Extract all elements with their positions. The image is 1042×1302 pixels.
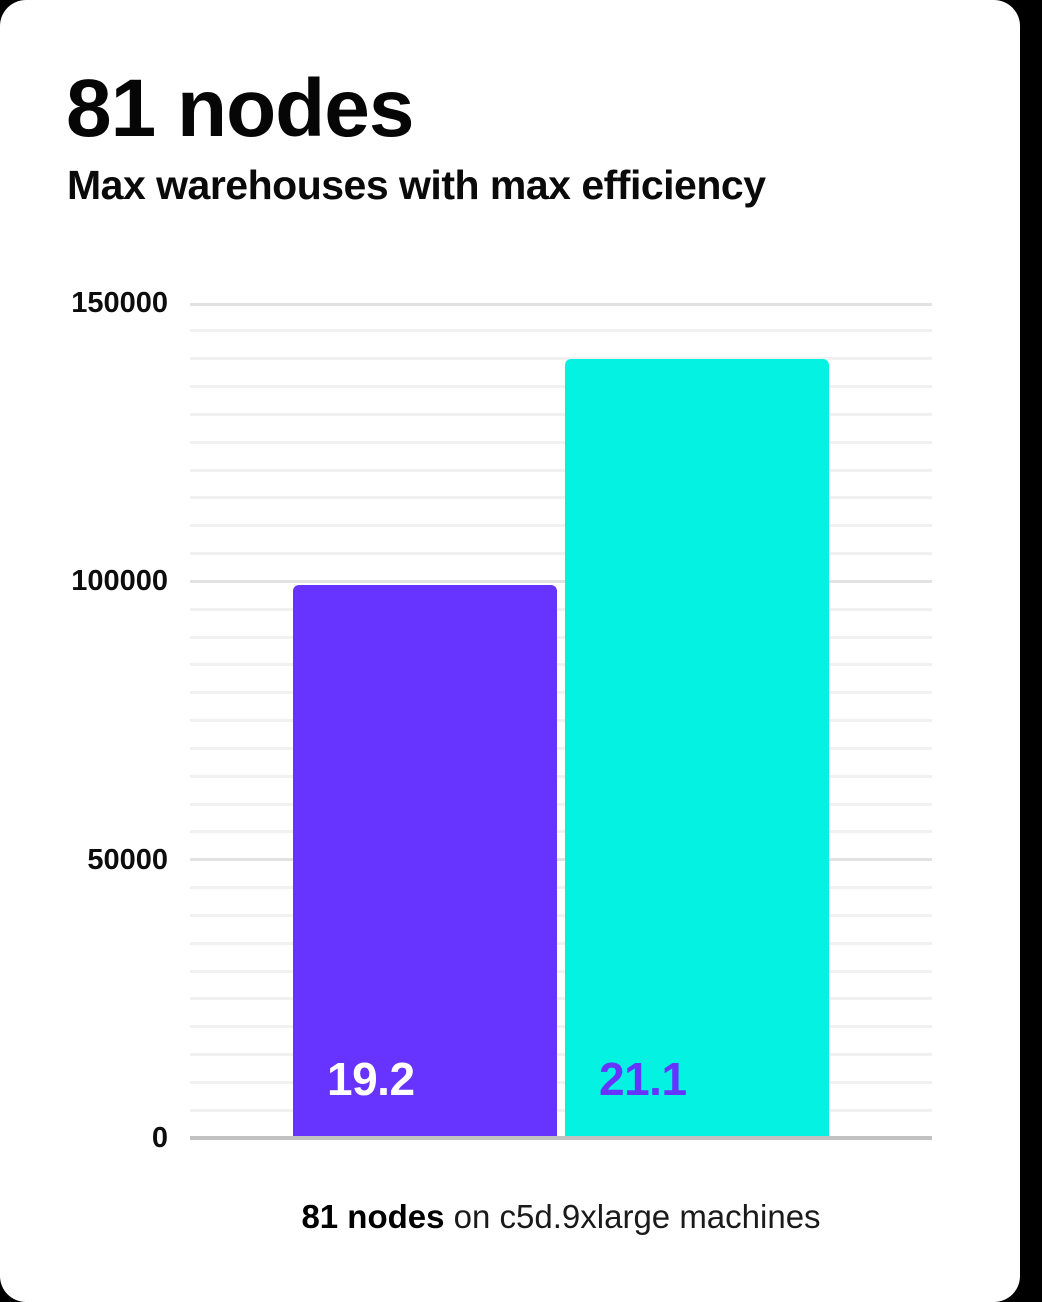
- minor-gridline: [190, 1080, 932, 1084]
- plot-area: 19.2 21.1: [190, 303, 932, 1140]
- minor-gridline: [190, 746, 932, 750]
- bar-label-19-2: 19.2: [327, 1053, 415, 1105]
- bar-version-19-2: 19.2: [293, 584, 557, 1138]
- minor-gridline: [190, 385, 932, 388]
- y-tick-label: 100000: [71, 565, 168, 598]
- minor-gridline: [190, 913, 932, 917]
- minor-gridline: [190, 663, 932, 667]
- minor-gridline: [190, 357, 932, 361]
- caption-bold-text: 81 nodes: [301, 1198, 445, 1235]
- minor-gridline: [190, 830, 932, 834]
- minor-gridline: [190, 886, 932, 889]
- page-subtitle: Max warehouses with max efficiency: [67, 162, 766, 208]
- minor-gridline: [190, 941, 932, 945]
- chart-card: 81 nodes Max warehouses with max efficie…: [0, 0, 1020, 1302]
- bar-version-21-1: 21.1: [565, 358, 829, 1138]
- major-gridline: [190, 579, 932, 583]
- minor-gridline: [190, 635, 932, 639]
- minor-gridline: [190, 524, 932, 528]
- y-tick-label: 0: [151, 1122, 168, 1154]
- minor-gridline: [190, 496, 932, 500]
- caption-regular-text: on c5d.9xlarge machines: [444, 1198, 821, 1235]
- minor-gridline: [190, 440, 932, 444]
- minor-gridline: [190, 691, 932, 695]
- minor-gridline: [190, 969, 932, 973]
- y-tick-label: 50000: [87, 843, 168, 876]
- minor-gridline: [190, 802, 932, 806]
- minor-gridline: [190, 607, 932, 611]
- minor-gridline: [190, 1108, 932, 1112]
- major-gridline: [190, 858, 932, 862]
- minor-gridline: [190, 997, 932, 1001]
- minor-gridline: [190, 719, 932, 722]
- y-axis: 0 50000 100000 150000: [0, 287, 168, 1154]
- minor-gridline: [190, 468, 932, 472]
- chart-caption: 81 nodes on c5d.9xlarge machines: [190, 1198, 932, 1236]
- page-title: 81 nodes: [66, 63, 414, 154]
- y-tick-label: 150000: [71, 287, 168, 319]
- x-axis-line: [190, 1136, 932, 1140]
- minor-gridline: [190, 329, 932, 333]
- minor-gridline: [190, 1053, 932, 1056]
- bar-label-21-1: 21.1: [599, 1053, 687, 1105]
- minor-gridline: [190, 412, 932, 416]
- major-gridline: [190, 303, 932, 306]
- minor-gridline: [190, 1025, 932, 1029]
- minor-gridline: [190, 552, 932, 555]
- minor-gridline: [190, 774, 932, 778]
